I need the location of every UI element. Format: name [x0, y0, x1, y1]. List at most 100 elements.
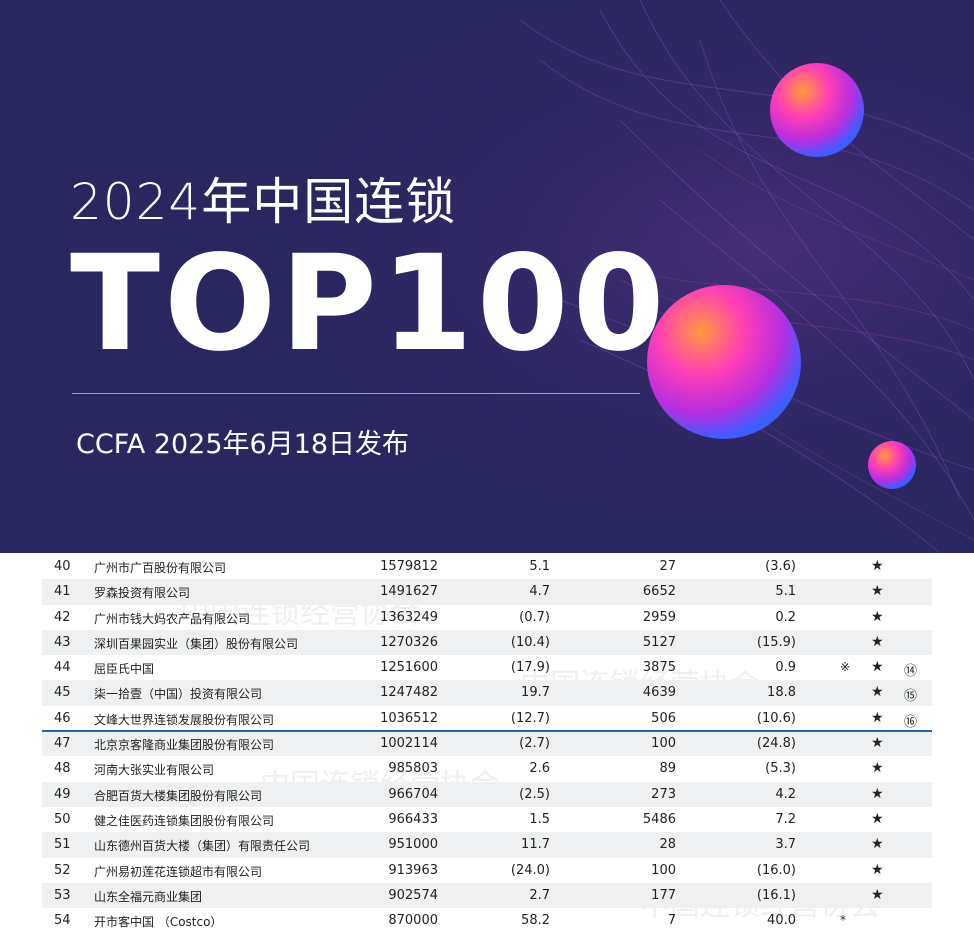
sales-growth-cell: 2.7: [529, 887, 550, 903]
sales-cell: 913963: [388, 862, 438, 878]
sales-cell: 985803: [388, 761, 438, 777]
large-sphere: [647, 285, 801, 439]
sales-growth-cell: (2.7): [519, 736, 550, 752]
rank-cell: 41: [54, 584, 71, 600]
rank-cell: 42: [54, 609, 71, 625]
table-row: 47 北京京客隆商业集团股份有限公司 1002114 (2.7) 100 (24.8) ★: [42, 731, 932, 757]
company-name-cell: 山东全福元商业集团: [94, 889, 203, 904]
rank-cell: 46: [54, 710, 71, 726]
table-row: 41 罗森投资有限公司 1491627 4.7 6652 5.1 ★: [42, 579, 932, 605]
star-mark-cell: ★: [871, 558, 884, 574]
company-name-cell: 北京京客隆商业集团股份有限公司: [94, 738, 275, 753]
small-sphere: [868, 441, 916, 489]
store-count-cell: 5127: [642, 634, 676, 650]
footnote-cell: ⑭: [904, 664, 918, 680]
table-row: 40 广州市广百股份有限公司 1579812 5.1 27 (3.6) ★: [42, 554, 932, 579]
sales-cell: 1036512: [380, 710, 438, 726]
store-growth-cell: (5.3): [765, 761, 796, 777]
star-mark-cell: ★: [871, 861, 884, 878]
store-count-cell: 5486: [642, 811, 676, 827]
store-growth-cell: (10.6): [756, 710, 796, 726]
company-name-cell: 河南大张实业有限公司: [94, 763, 215, 778]
sales-growth-cell: (10.4): [510, 634, 550, 650]
table-row: 44 屈臣氏中国 1251600 (17.9) 3875 0.9 ※ ★ ⑭: [42, 655, 932, 680]
table-row: 43 深圳百果园实业（集团）股份有限公司 1270326 (10.4) 5127 (15.…: [42, 629, 932, 656]
table-row: 49 合肥百货大楼集团股份有限公司 966704 (2.5) 273 4.2 ★: [42, 781, 932, 807]
sales-cell: 1247482: [380, 685, 438, 701]
store-count-cell: 177: [651, 887, 676, 903]
table-row: 52 广州易初莲花连锁超市有限公司 913963 (24.0) 100 (16.0) ★: [42, 858, 932, 883]
rank-cell: 50: [54, 811, 71, 827]
sales-cell: 1270326: [380, 634, 438, 650]
star-mark-cell: ★: [871, 659, 884, 676]
store-growth-cell: (15.9): [756, 634, 796, 650]
sales-growth-cell: 4.7: [529, 584, 550, 600]
footnote-cell: ⑮: [904, 689, 918, 705]
sales-growth-cell: (24.0): [510, 862, 550, 878]
sales-cell: 1491627: [380, 584, 438, 600]
table-row: 42 广州市钱大妈农产品有限公司 1363249 (0.7) 2959 0.2 ★: [42, 605, 932, 630]
title-divider: [72, 393, 640, 394]
sales-cell: 1363249: [380, 609, 438, 625]
star-mark-cell: ★: [871, 760, 884, 777]
store-growth-cell: 3.7: [775, 837, 796, 853]
star-mark-cell: ★: [871, 583, 884, 600]
store-growth-cell: 18.8: [767, 685, 796, 701]
footnote-cell: ⑯: [904, 714, 918, 730]
note-mark-cell: *: [840, 913, 846, 928]
sales-cell: 1251600: [380, 660, 438, 676]
sales-growth-cell: (0.7): [519, 609, 550, 625]
company-name-cell: 开市客中国 （Costco）: [94, 915, 223, 930]
hero-banner: 2024年中国连锁 TOP100 CCFA 2025年6月18日发布: [0, 0, 974, 553]
table-row: 53 山东全福元商业集团 902574 2.7 177 (16.1) ★: [42, 882, 932, 909]
sales-growth-cell: 58.2: [521, 913, 550, 929]
sales-cell: 951000: [388, 837, 438, 853]
sales-growth-cell: 2.6: [529, 761, 550, 777]
rank-cell: 40: [54, 559, 71, 574]
star-mark-cell: ★: [871, 608, 884, 625]
sales-growth-cell: 11.7: [521, 837, 550, 853]
star-mark-cell: ★: [871, 886, 884, 903]
table-row: 45 柒一拾壹（中国）投资有限公司 1247482 19.7 4639 18.8 ★ ⑮: [42, 680, 932, 706]
store-growth-cell: (16.1): [756, 887, 796, 903]
star-mark-cell: ★: [871, 810, 884, 827]
store-growth-cell: 0.2: [775, 609, 796, 625]
star-mark-cell: ★: [871, 709, 884, 726]
store-growth-cell: 7.2: [775, 811, 796, 827]
store-count-cell: 7: [667, 913, 676, 929]
store-count-cell: 100: [651, 736, 676, 752]
rank-cell: 45: [54, 685, 71, 701]
top-sphere: [770, 63, 864, 157]
store-count-cell: 2959: [642, 609, 676, 625]
star-mark-cell: ★: [871, 836, 884, 853]
sales-growth-cell: (12.7): [510, 710, 550, 726]
sales-growth-cell: 19.7: [521, 685, 550, 701]
rank-cell: 48: [54, 761, 71, 777]
company-name-cell: 文峰大世界连锁发展股份有限公司: [94, 712, 275, 727]
store-count-cell: 273: [651, 786, 676, 802]
store-growth-cell: (24.8): [756, 736, 796, 752]
sales-cell: 902574: [388, 887, 438, 903]
sales-cell: 1579812: [380, 559, 438, 574]
rank-cell: 51: [54, 837, 71, 853]
company-name-cell: 广州易初莲花连锁超市有限公司: [94, 864, 263, 879]
sales-cell: 1002114: [380, 736, 438, 752]
store-count-cell: 3875: [642, 660, 676, 676]
rank-cell: 47: [54, 736, 71, 752]
company-name-cell: 深圳百果园实业（集团）股份有限公司: [94, 636, 299, 651]
table-row: 50 健之佳医药连锁集团股份有限公司 966433 1.5 5486 7.2 ★: [42, 807, 932, 832]
table-row: 48 河南大张实业有限公司 985803 2.6 89 (5.3) ★: [42, 756, 932, 781]
store-count-cell: 28: [659, 837, 676, 853]
star-mark-cell: ★: [871, 684, 884, 701]
sales-growth-cell: (2.5): [519, 786, 550, 802]
star-mark-cell: ★: [871, 785, 884, 802]
store-growth-cell: 4.2: [775, 786, 796, 802]
company-name-cell: 广州市广百股份有限公司: [94, 561, 227, 575]
store-growth-cell: 40.0: [767, 913, 796, 929]
sales-cell: 966704: [388, 786, 438, 802]
company-name-cell: 广州市钱大妈农产品有限公司: [94, 611, 251, 626]
store-count-cell: 27: [659, 559, 676, 574]
rank-cell: 49: [54, 786, 71, 802]
sales-cell: 870000: [388, 913, 438, 929]
company-name-cell: 屈臣氏中国: [94, 662, 155, 677]
